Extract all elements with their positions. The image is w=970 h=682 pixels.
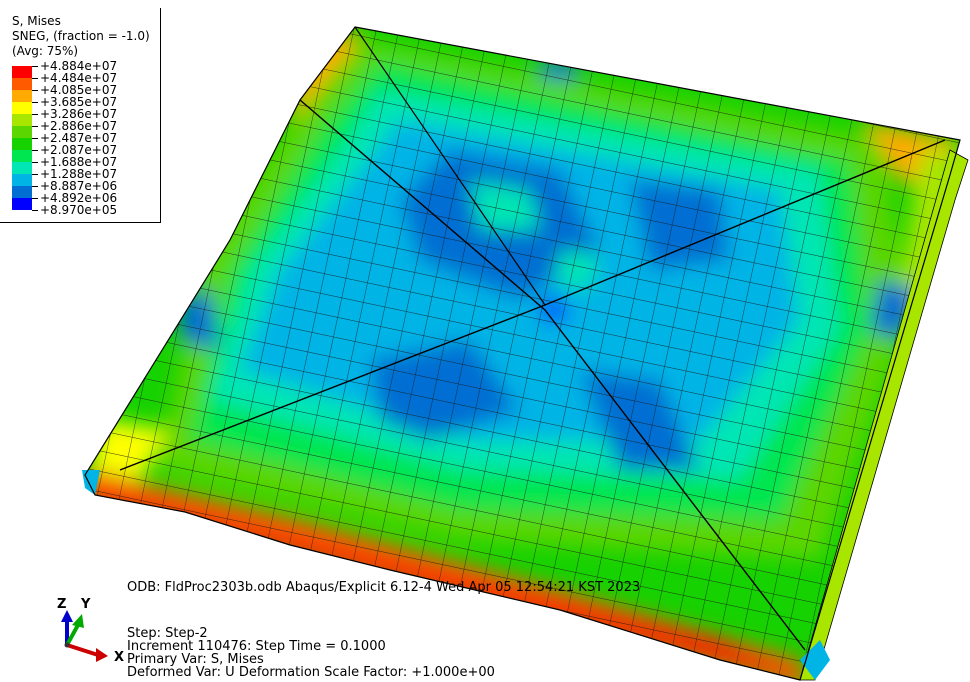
legend-value: +4.085e+07 [40,83,118,97]
legend-swatch [12,186,32,198]
odb-info-line: ODB: FldProc2303b.odb Abaqus/Explicit 6.… [127,580,641,595]
legend-value: +1.688e+07 [40,155,118,169]
triad-y-label: Y [81,597,91,612]
step-line: Step: Step-2 [127,626,208,641]
legend-swatch [12,126,32,138]
legend-tick [32,102,38,103]
legend-value: +2.886e+07 [40,119,118,133]
legend-swatch [12,90,32,102]
legend-tick [32,90,38,91]
legend-tick [32,150,38,151]
legend-tick [32,114,38,115]
legend-value: +8.887e+06 [40,179,118,193]
legend-subtitle: SNEG, (fraction = -1.0) [12,29,150,43]
legend-swatch [12,150,32,162]
legend-tick [32,198,38,199]
increment-line: Increment 110476: Step Time = 0.1000 [127,639,386,654]
axis-triad [61,610,108,662]
legend-swatch [12,162,32,174]
legend-swatch [12,78,32,90]
legend-value: +3.685e+07 [40,95,118,109]
legend-value: +2.087e+07 [40,143,118,157]
legend-swatch [12,114,32,126]
contour-legend: S, Mises SNEG, (fraction = -1.0) (Avg: 7… [0,8,161,223]
legend-value: +3.286e+07 [40,107,118,121]
legend-tick [32,186,38,187]
triad-x-label: X [114,650,125,665]
legend-value: +2.487e+07 [40,131,118,145]
legend-tick [32,210,38,211]
legend-value: +4.884e+07 [40,59,118,73]
triad-z-label: Z [57,597,67,612]
legend-title: S, Mises [12,14,61,28]
legend-value: +8.970e+05 [40,203,118,217]
legend-averaging: (Avg: 75%) [12,44,79,58]
legend-swatch [12,138,32,150]
legend-value: +1.288e+07 [40,167,118,181]
legend-value: +4.892e+06 [40,191,118,205]
legend-value: +4.484e+07 [40,71,118,85]
legend-swatch [12,66,32,78]
legend-tick [32,174,38,175]
deformed-var-line: Deformed Var: U Deformation Scale Factor… [127,665,495,680]
legend-tick [32,126,38,127]
primary-var-line: Primary Var: S, Mises [127,652,264,667]
legend-tick [32,138,38,139]
legend-swatch [12,174,32,186]
legend-swatch [12,102,32,114]
legend-tick [32,162,38,163]
deformed-plate-mesh [82,26,969,681]
legend-swatch [12,198,32,210]
legend-tick [32,78,38,79]
legend-tick [32,66,38,67]
